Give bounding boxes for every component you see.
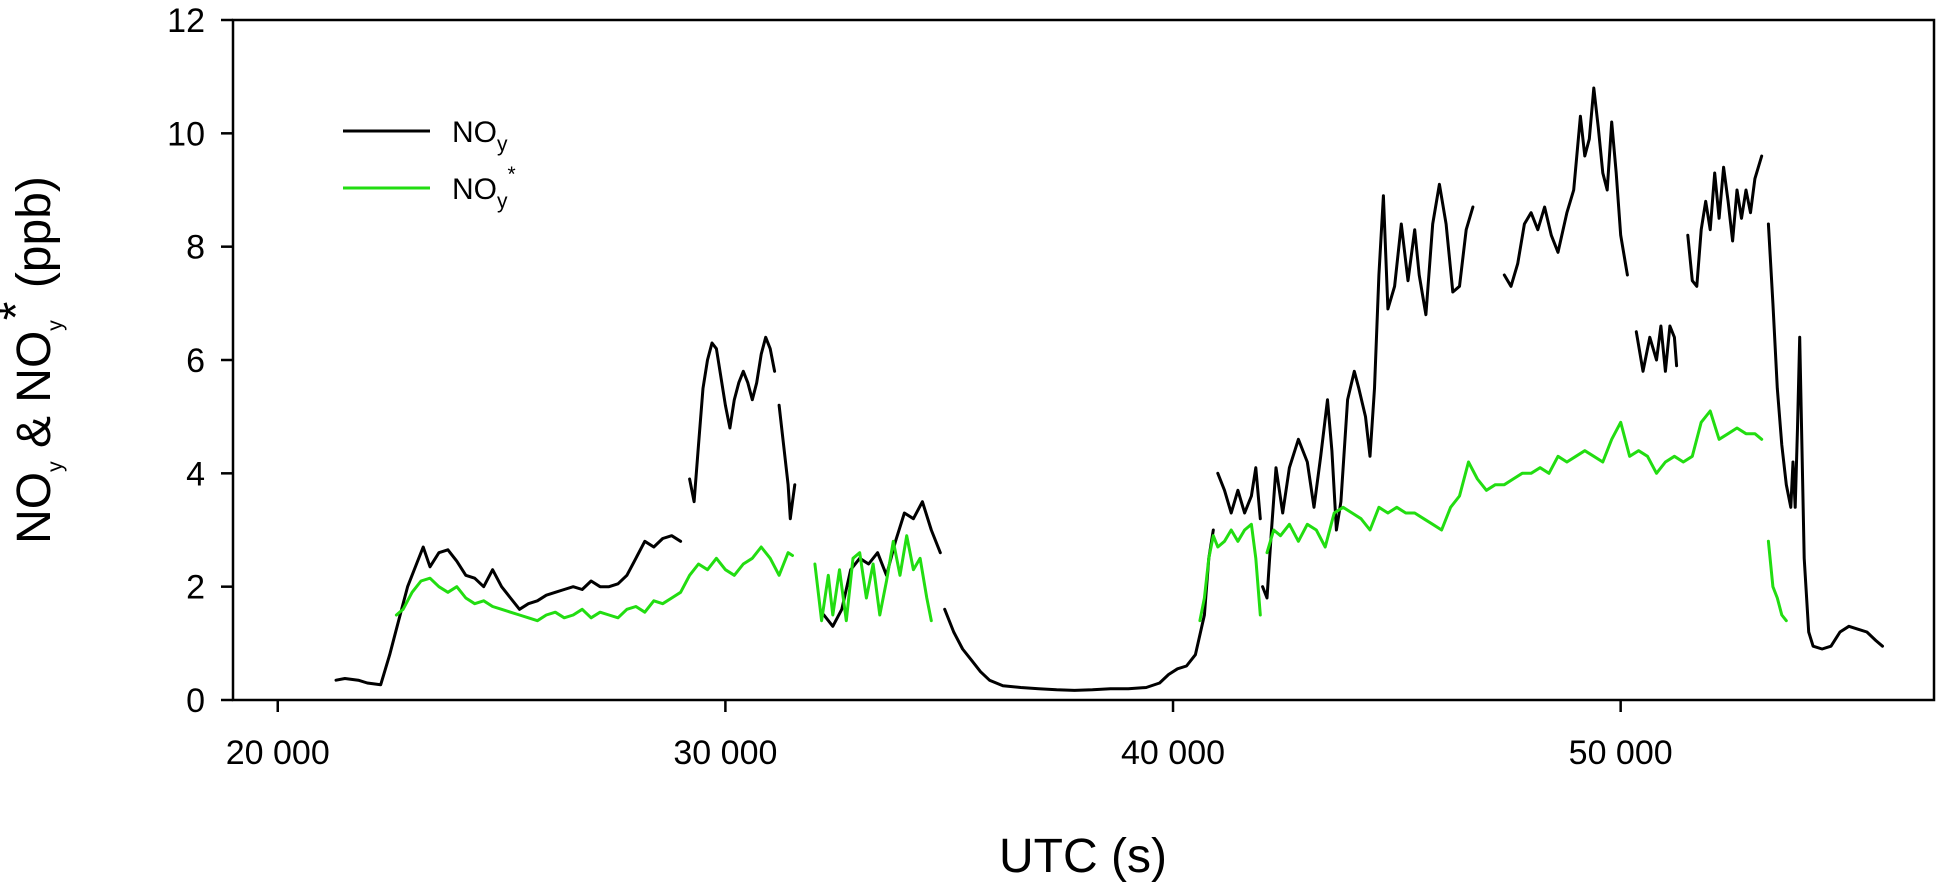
y-axis-title-main: NO [8,472,61,544]
y-axis-title-sub2: y [44,320,67,331]
y-axis-ticks: 0 2 4 6 8 10 12 [167,2,233,720]
x-axis-title: UTC (s) [999,830,1167,883]
y-tick-label: 4 [186,455,205,493]
series-line-noy-star [813,534,933,623]
y-tick-label: 8 [186,229,205,267]
y-tick-label: 12 [167,2,205,40]
x-axis-ticks: 20 000 30 000 40 000 50 000 [226,700,1673,772]
series-line-noy [1634,324,1679,373]
series-layer [334,86,1884,692]
legend-label-noy: NOy [452,116,508,156]
legend-label-noy-star: NOy* [452,163,516,213]
y-axis-title-sup: * [0,302,43,321]
series-line-noy [1261,182,1475,600]
x-tick-label: 50 000 [1569,734,1673,772]
series-line-noy [1686,154,1764,288]
series-line-noy-star [1198,522,1262,623]
y-axis-title-sub: y [44,461,67,472]
y-axis-title: NOy & NOy* (ppb) [0,176,67,544]
series-line-noy [943,528,1215,692]
svg-text:NOy & NOy* (ppb): NOy & NOy* (ppb) [0,176,67,544]
series-line-noy [1216,466,1262,521]
y-tick-label: 0 [186,682,205,720]
y-axis-title-unit: (ppb) [8,176,61,301]
series-line-noy [1502,86,1629,288]
series-line-noy-star [394,545,794,623]
legend: NOy NOy* [343,116,516,213]
y-tick-label: 10 [167,115,205,153]
x-tick-label: 30 000 [673,734,777,772]
series-line-noy-star [1265,409,1764,555]
series-line-noy [777,403,797,521]
y-tick-label: 6 [186,342,205,380]
series-line-noy-star [1766,539,1788,623]
y-tick-label: 2 [186,569,205,607]
y-axis-title-amp: & NO [8,331,61,462]
series-line-noy [1766,222,1884,651]
x-tick-label: 40 000 [1121,734,1225,772]
x-tick-label: 20 000 [226,734,330,772]
series-line-noy [688,335,777,504]
